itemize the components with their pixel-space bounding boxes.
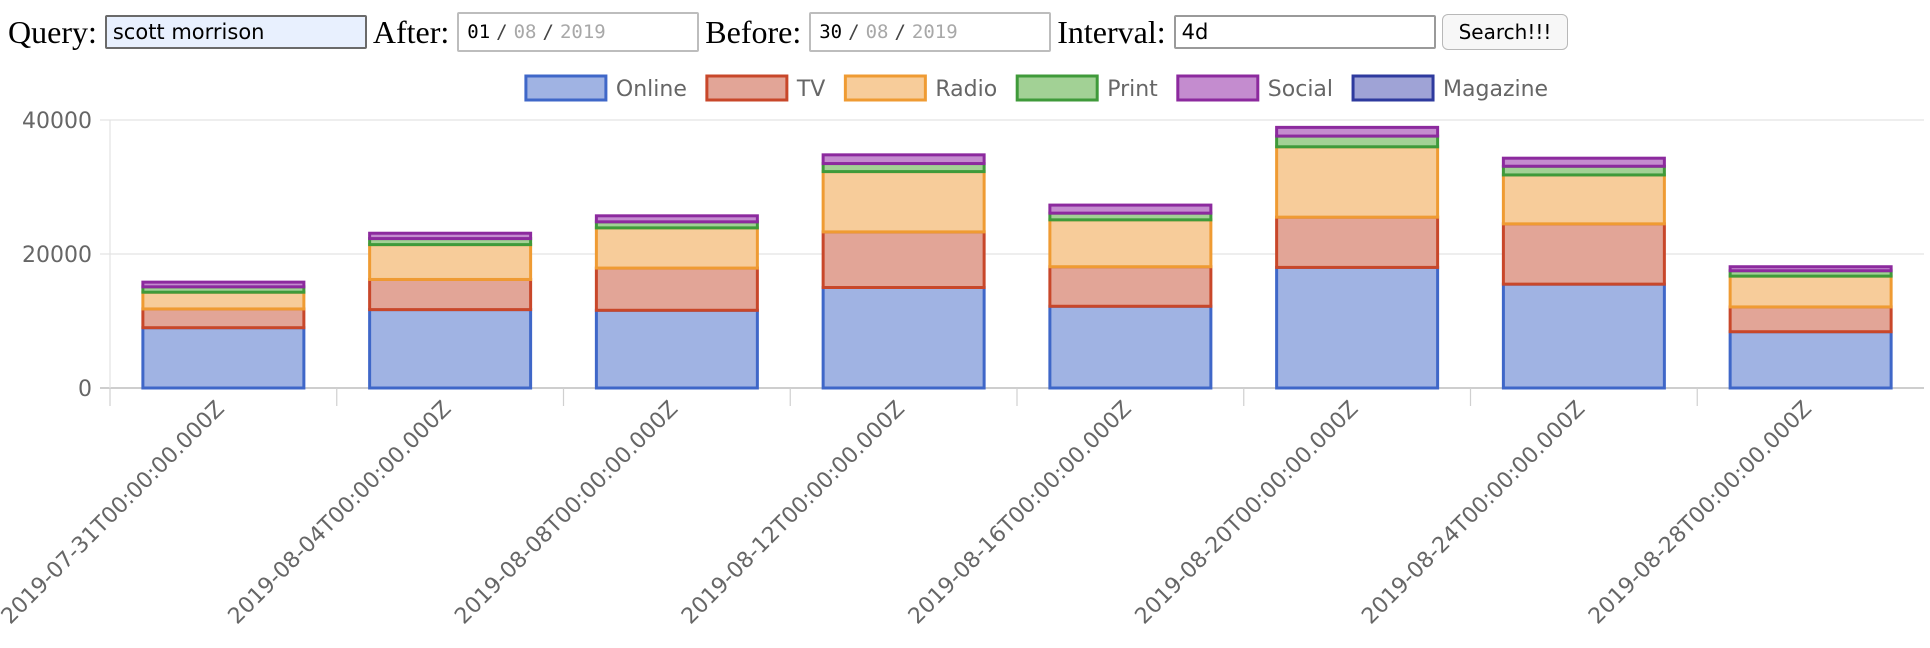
bar-segment-radio <box>141 290 306 311</box>
legend-swatch-tv[interactable] <box>705 74 789 102</box>
before-label: Before: <box>705 13 802 50</box>
x-tick-label: 2019-08-12T00:00:00.000Z <box>677 397 910 630</box>
before-day[interactable]: 30 <box>819 21 843 43</box>
bar-segment-online <box>1501 282 1666 390</box>
bar-segment-online <box>141 326 306 390</box>
bar-segment-radio <box>1275 145 1440 219</box>
x-tick-label: 2019-08-04T00:00:00.000Z <box>224 397 457 630</box>
bar-segment-social <box>141 280 306 289</box>
interval-input[interactable] <box>1173 15 1436 49</box>
interval-label: Interval: <box>1057 13 1166 50</box>
legend-label[interactable]: Social <box>1268 77 1333 102</box>
bar-segment-social <box>1728 265 1893 273</box>
bar-segment-online <box>594 308 759 390</box>
bar-segment-tv <box>141 307 306 330</box>
bar-segment-tv <box>1728 305 1893 334</box>
before-month[interactable]: 08 <box>865 21 889 43</box>
legend-swatch-radio[interactable] <box>843 74 927 102</box>
chart-bars <box>141 125 1893 390</box>
bar-segment-tv <box>1501 222 1666 286</box>
legend-label[interactable]: Print <box>1107 77 1158 102</box>
legend-label[interactable]: Magazine <box>1443 77 1548 102</box>
bar-segment-tv <box>1275 215 1440 269</box>
bar-segment-online <box>368 308 533 390</box>
x-tick-label: 2019-08-16T00:00:00.000Z <box>904 397 1137 630</box>
after-label: After: <box>372 13 450 50</box>
bar-segment-online <box>1275 265 1440 390</box>
bar-segment-social <box>1048 203 1213 215</box>
after-day[interactable]: 01 <box>467 21 491 43</box>
after-year[interactable]: 2019 <box>559 21 606 43</box>
bar-segment-tv <box>368 277 533 312</box>
query-input[interactable] <box>104 15 367 49</box>
chart-legend: Online TV Radio Print Social Magazine <box>524 74 1548 102</box>
bar-segment-online <box>821 286 986 390</box>
x-tick-label: 2019-07-31T00:00:00.000Z <box>0 397 230 630</box>
search-button[interactable]: Search!!! <box>1441 14 1569 50</box>
bar-segment-tv <box>594 266 759 312</box>
before-year[interactable]: 2019 <box>911 21 958 43</box>
query-label: Query: <box>8 13 97 50</box>
x-tick-label: 2019-08-20T00:00:00.000Z <box>1131 397 1364 630</box>
y-tick-label: 0 <box>78 377 92 402</box>
after-month[interactable]: 08 <box>513 21 537 43</box>
legend-swatch-social[interactable] <box>1176 74 1260 102</box>
legend-swatch-print[interactable] <box>1015 74 1099 102</box>
x-tick-label: 2019-08-08T00:00:00.000Z <box>450 397 683 630</box>
bar-segment-social <box>1275 125 1440 138</box>
legend-label[interactable]: Online <box>616 77 687 102</box>
y-tick-label: 20000 <box>22 243 92 268</box>
bar-segment-social <box>1501 156 1666 168</box>
y-tick-label: 40000 <box>22 109 92 134</box>
bar-segment-online <box>1048 304 1213 390</box>
bar-segment-tv <box>821 230 986 289</box>
bar-segment-tv <box>1048 265 1213 308</box>
bar-segment-radio <box>368 243 533 281</box>
bar-segment-online <box>1728 330 1893 390</box>
bar-segment-social <box>594 214 759 224</box>
search-form: Query: After: 01/08/2019 Before: 30/08/2… <box>8 12 1569 52</box>
bar-segment-radio <box>1048 218 1213 269</box>
bar-segment-print <box>1275 134 1440 149</box>
bar-segment-radio <box>821 170 986 234</box>
bar-segment-radio <box>594 226 759 270</box>
x-tick-label: 2019-08-28T00:00:00.000Z <box>1584 397 1817 630</box>
bar-segment-social <box>368 231 533 241</box>
bar-segment-social <box>821 153 986 166</box>
bar-segment-radio <box>1728 274 1893 309</box>
legend-label[interactable]: TV <box>796 77 826 102</box>
legend-swatch-magazine[interactable] <box>1351 74 1435 102</box>
x-tick-label: 2019-08-24T00:00:00.000Z <box>1357 397 1590 630</box>
before-date-input[interactable]: 30/08/2019 <box>809 12 1052 52</box>
after-date-input[interactable]: 01/08/2019 <box>457 12 700 52</box>
legend-label[interactable]: Radio <box>935 77 997 102</box>
legend-swatch-online[interactable] <box>524 74 608 102</box>
bar-segment-radio <box>1501 173 1666 226</box>
